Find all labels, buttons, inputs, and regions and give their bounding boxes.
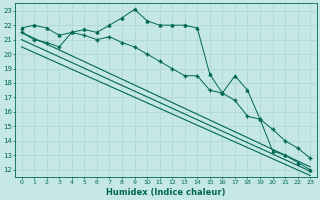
X-axis label: Humidex (Indice chaleur): Humidex (Indice chaleur) bbox=[106, 188, 226, 197]
